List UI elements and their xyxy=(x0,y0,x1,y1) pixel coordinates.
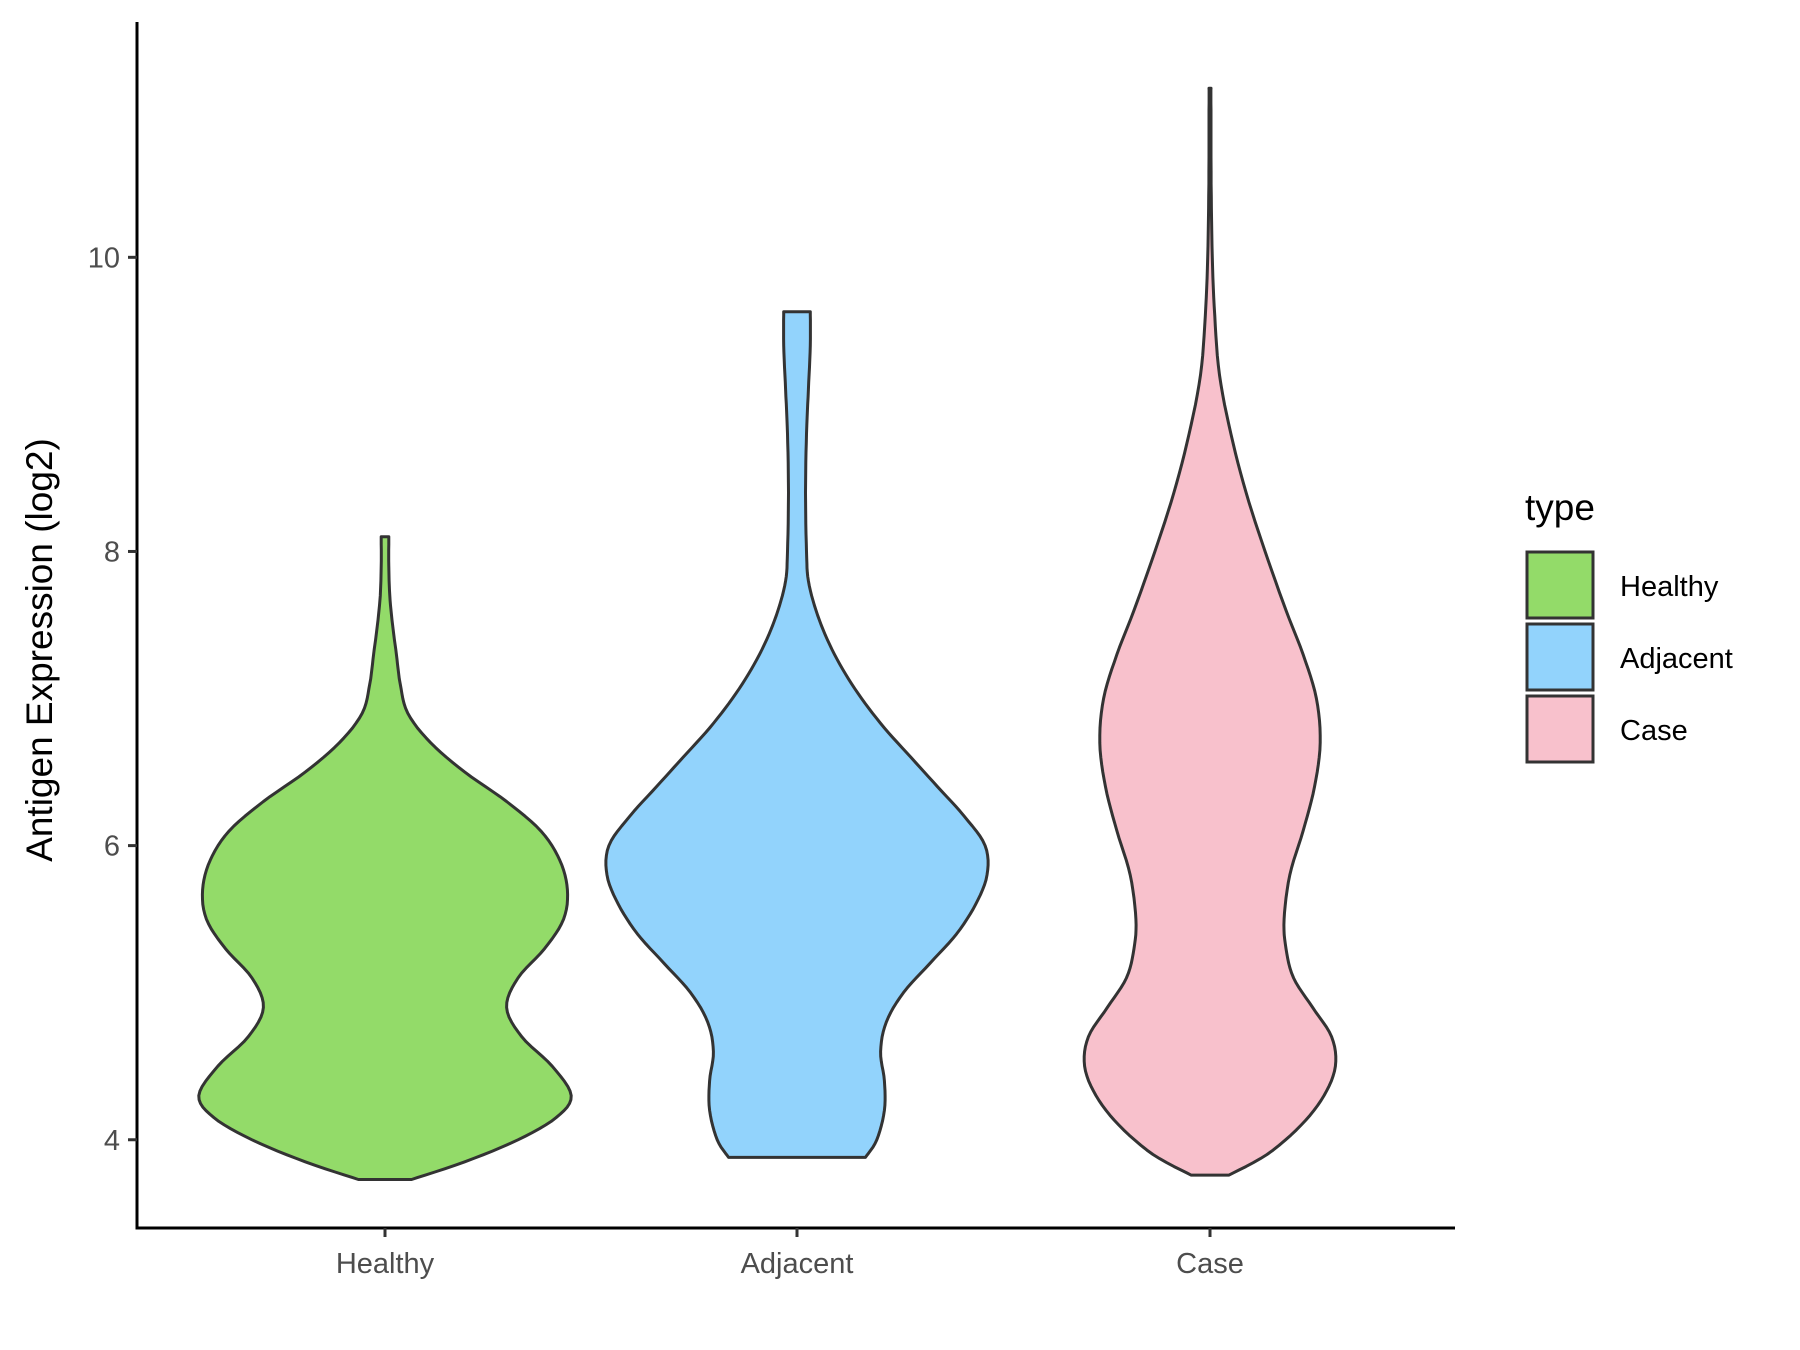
legend-label-adjacent: Adjacent xyxy=(1620,643,1733,675)
violin-case xyxy=(1082,86,1338,1177)
legend-title: type xyxy=(1525,487,1595,528)
x-tick-label-healthy: Healthy xyxy=(336,1248,435,1280)
y-tick-label: 6 xyxy=(104,831,120,863)
legend-key-adjacent xyxy=(1525,622,1595,692)
x-tick-label-case: Case xyxy=(1176,1248,1244,1280)
y-tick-label: 4 xyxy=(104,1125,120,1157)
legend-key-healthy xyxy=(1525,550,1595,620)
y-axis-ticks: 4 6 8 10 xyxy=(88,242,137,1157)
legend-label-case: Case xyxy=(1620,715,1688,747)
x-axis-ticks: Healthy Adjacent Case xyxy=(336,1228,1244,1280)
legend-key-case xyxy=(1525,694,1595,764)
y-tick-label: 10 xyxy=(88,242,120,274)
violins-layer xyxy=(197,86,1338,1181)
y-tick-label: 8 xyxy=(104,536,120,568)
x-tick-label-adjacent: Adjacent xyxy=(741,1248,854,1280)
y-axis-title: Antigen Expression (log2) xyxy=(19,438,60,862)
legend-label-healthy: Healthy xyxy=(1620,571,1719,603)
violin-adjacent xyxy=(604,310,990,1159)
legend: type Healthy Adjacent Case xyxy=(1525,487,1733,764)
violin-healthy xyxy=(197,535,573,1181)
